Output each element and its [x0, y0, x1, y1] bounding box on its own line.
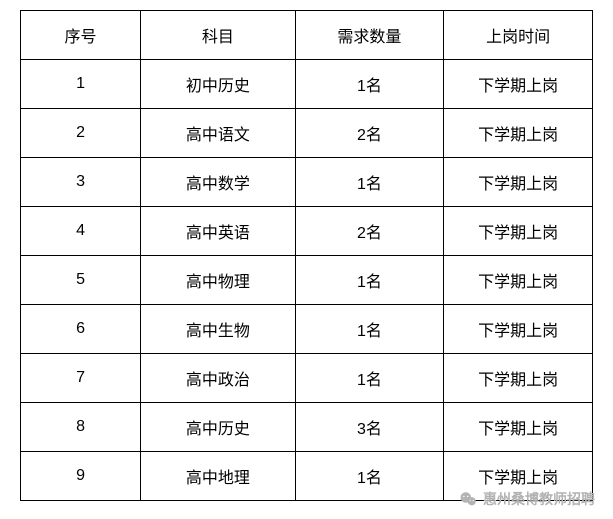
cell-count: 1名: [295, 60, 444, 109]
cell-subject: 高中地理: [141, 452, 295, 501]
table-row: 4 高中英语 2名 下学期上岗: [21, 207, 593, 256]
cell-index: 3: [21, 158, 141, 207]
cell-count: 1名: [295, 256, 444, 305]
cell-index: 9: [21, 452, 141, 501]
table-row: 5 高中物理 1名 下学期上岗: [21, 256, 593, 305]
col-header-subject: 科目: [141, 11, 295, 60]
cell-count: 2名: [295, 207, 444, 256]
table-container: 序号 科目 需求数量 上岗时间 1 初中历史 1名 下学期上岗 2 高中语文 2…: [0, 0, 613, 501]
cell-subject: 高中政治: [141, 354, 295, 403]
cell-index: 7: [21, 354, 141, 403]
cell-subject: 高中历史: [141, 403, 295, 452]
cell-time: 下学期上岗: [444, 403, 593, 452]
cell-subject: 高中物理: [141, 256, 295, 305]
table-row: 1 初中历史 1名 下学期上岗: [21, 60, 593, 109]
cell-time: 下学期上岗: [444, 60, 593, 109]
table-row: 8 高中历史 3名 下学期上岗: [21, 403, 593, 452]
table-row: 6 高中生物 1名 下学期上岗: [21, 305, 593, 354]
cell-time: 下学期上岗: [444, 305, 593, 354]
col-header-count: 需求数量: [295, 11, 444, 60]
cell-subject: 高中语文: [141, 109, 295, 158]
cell-time: 下学期上岗: [444, 354, 593, 403]
cell-count: 1名: [295, 354, 444, 403]
recruitment-table: 序号 科目 需求数量 上岗时间 1 初中历史 1名 下学期上岗 2 高中语文 2…: [20, 10, 593, 501]
cell-count: 3名: [295, 403, 444, 452]
cell-subject: 高中英语: [141, 207, 295, 256]
cell-subject: 高中数学: [141, 158, 295, 207]
cell-index: 6: [21, 305, 141, 354]
cell-index: 8: [21, 403, 141, 452]
wechat-icon: [459, 490, 477, 508]
cell-time: 下学期上岗: [444, 207, 593, 256]
cell-index: 1: [21, 60, 141, 109]
watermark-text: 惠州桑博教师招聘: [483, 489, 595, 509]
cell-time: 下学期上岗: [444, 256, 593, 305]
cell-subject: 初中历史: [141, 60, 295, 109]
cell-count: 1名: [295, 158, 444, 207]
table-row: 2 高中语文 2名 下学期上岗: [21, 109, 593, 158]
cell-count: 2名: [295, 109, 444, 158]
cell-count: 1名: [295, 305, 444, 354]
table-row: 3 高中数学 1名 下学期上岗: [21, 158, 593, 207]
cell-index: 5: [21, 256, 141, 305]
cell-time: 下学期上岗: [444, 109, 593, 158]
table-header-row: 序号 科目 需求数量 上岗时间: [21, 11, 593, 60]
col-header-index: 序号: [21, 11, 141, 60]
col-header-time: 上岗时间: [444, 11, 593, 60]
cell-count: 1名: [295, 452, 444, 501]
cell-subject: 高中生物: [141, 305, 295, 354]
cell-index: 2: [21, 109, 141, 158]
cell-index: 4: [21, 207, 141, 256]
cell-time: 下学期上岗: [444, 158, 593, 207]
watermark: 惠州桑博教师招聘: [459, 489, 595, 509]
table-row: 7 高中政治 1名 下学期上岗: [21, 354, 593, 403]
